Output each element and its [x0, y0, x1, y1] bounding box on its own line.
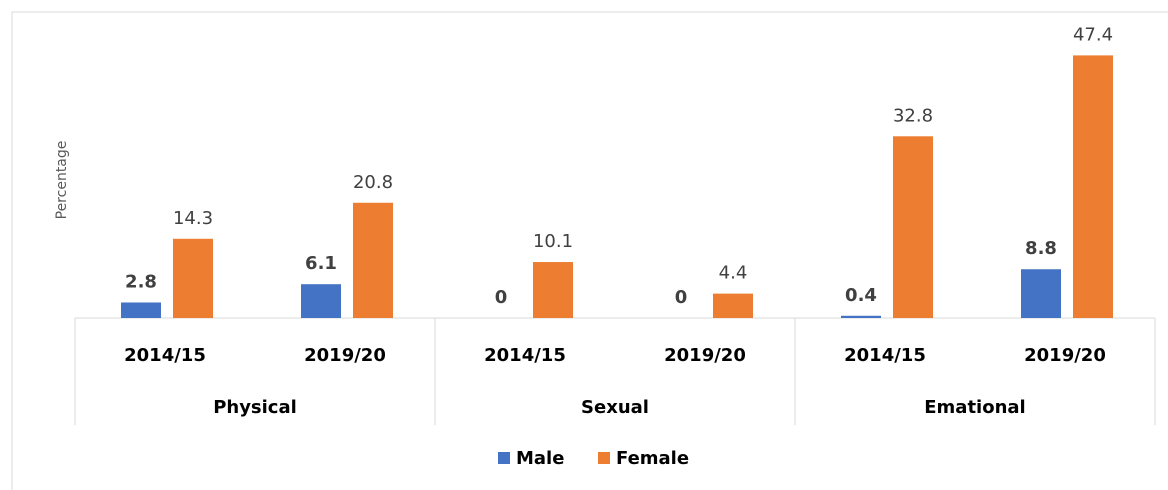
x-tick-label: 2014/15: [484, 345, 566, 366]
group-label: Sexual: [581, 397, 649, 418]
data-label: 4.4: [719, 263, 748, 284]
x-tick-label: 2014/15: [124, 345, 206, 366]
bar: [121, 302, 161, 318]
x-tick-label: 2019/20: [664, 345, 746, 366]
bar: [353, 202, 393, 318]
bar: [713, 293, 753, 318]
data-label: 20.8: [353, 172, 393, 193]
x-tick-label: 2019/20: [304, 345, 386, 366]
bar: [893, 136, 933, 318]
x-tick-label: 2014/15: [844, 345, 926, 366]
legend-label: Male: [516, 448, 564, 469]
bar: [533, 262, 573, 318]
group-label: Emational: [924, 397, 1025, 418]
data-label: 47.4: [1073, 24, 1113, 45]
legend-swatch: [498, 452, 510, 464]
legend-swatch: [598, 452, 610, 464]
bar: [173, 238, 213, 318]
data-label: 2.8: [125, 271, 157, 292]
bar: [301, 284, 341, 318]
data-label: 10.1: [533, 231, 573, 252]
chart-border: [11, 11, 1168, 490]
bar: [1021, 269, 1061, 318]
bar: [841, 315, 881, 318]
data-label: 8.8: [1025, 238, 1057, 259]
data-label: 0: [675, 287, 688, 308]
data-label: 6.1: [305, 253, 337, 274]
data-label: 14.3: [173, 208, 213, 229]
group-label: Physical: [213, 397, 297, 418]
data-label: 0: [495, 287, 508, 308]
data-label: 0.4: [845, 285, 877, 306]
y-axis-label: Percentage: [54, 141, 70, 220]
data-label: 32.8: [893, 105, 933, 126]
legend-label: Female: [616, 448, 689, 469]
x-tick-label: 2019/20: [1024, 345, 1106, 366]
bar: [1073, 55, 1113, 319]
